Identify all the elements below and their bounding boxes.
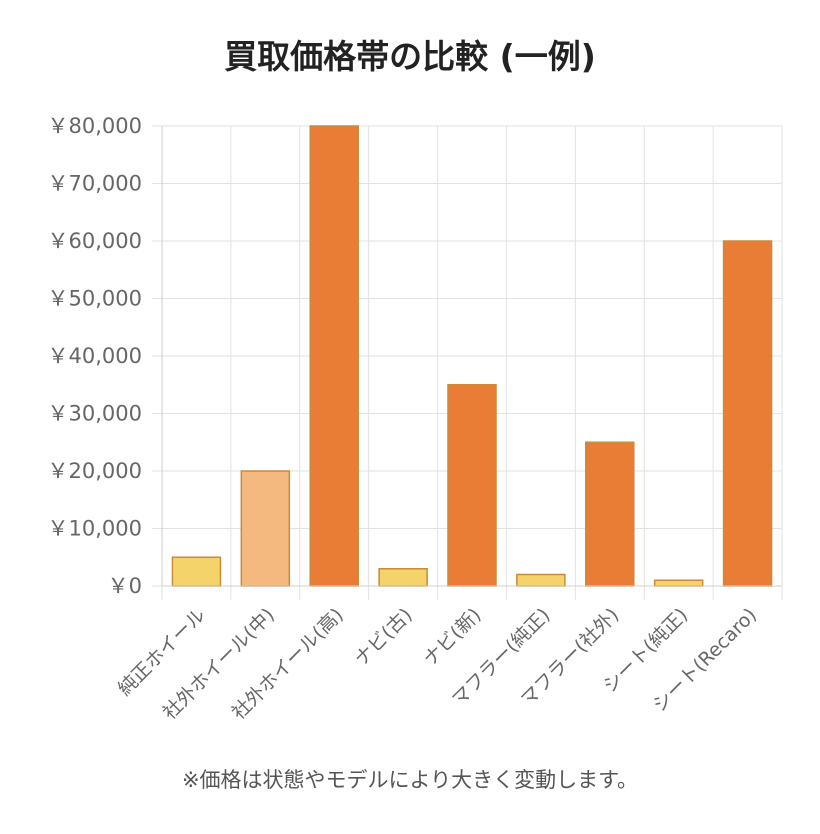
axes xyxy=(152,125,782,587)
bar xyxy=(516,573,566,587)
bar xyxy=(722,240,773,587)
labels: ￥0 ￥10,000 ￥20,000 ￥30,000 ￥40,000 ￥50,000 ￥60… xyxy=(48,114,762,724)
y-tick-label: ￥20,000 xyxy=(48,459,142,483)
bars xyxy=(171,125,773,587)
y-tick-label: ￥30,000 xyxy=(48,402,142,426)
y-tick-label: ￥60,000 xyxy=(48,229,142,253)
bar xyxy=(585,441,635,587)
y-tick-label: ￥10,000 xyxy=(48,517,142,541)
bar xyxy=(240,470,291,587)
y-tick-label: ￥50,000 xyxy=(48,287,142,311)
bar xyxy=(378,568,428,587)
y-tick-label: ￥0 xyxy=(108,574,142,598)
bar xyxy=(171,556,222,587)
bar xyxy=(309,125,359,587)
chart-title: 買取価格帯の比較 (一例) xyxy=(224,37,596,76)
y-tick-label: ￥80,000 xyxy=(48,114,142,138)
y-tick-label: ￥70,000 xyxy=(48,172,142,196)
x-tick-label: ナビ(古) xyxy=(350,604,416,670)
chart-note: ※価格は状態やモデルにより大きく変動します。 xyxy=(181,768,639,792)
x-tick-label: ナビ(新) xyxy=(419,604,485,670)
y-tick-label: ￥40,000 xyxy=(48,344,142,368)
bar xyxy=(447,384,497,587)
bar xyxy=(653,579,704,587)
